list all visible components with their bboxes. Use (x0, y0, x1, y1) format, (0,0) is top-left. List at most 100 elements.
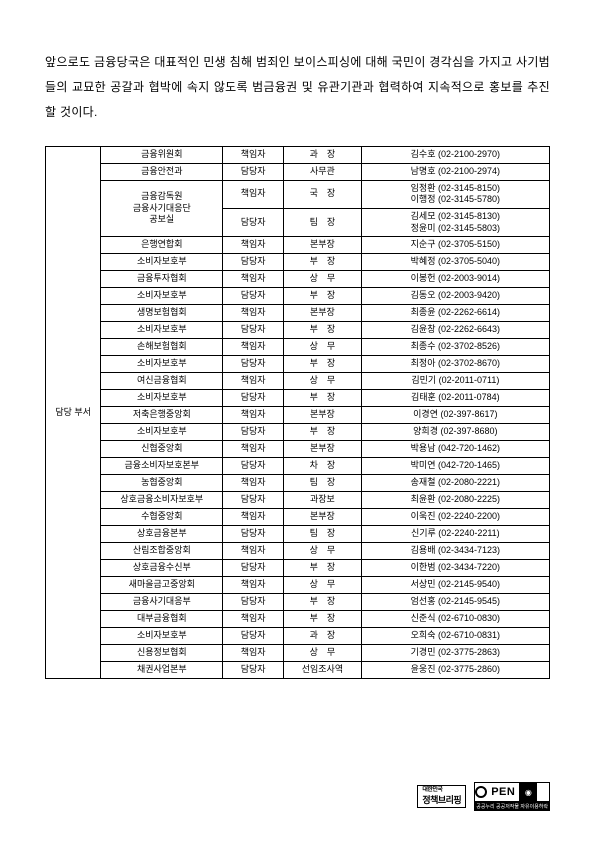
table-row: 금융감독원 금융사기대응단 공보실책임자국 장임정환 (02-3145-8150… (46, 180, 550, 208)
table-row: 농협중앙회책임자팀 장송재철 (02-2080-2221) (46, 475, 550, 492)
org-cell: 상호금융소비자보호부 (101, 492, 223, 509)
contact-cell: 최정아 (02-3702-8670) (361, 356, 549, 373)
org-cell: 소비자보호부 (101, 390, 223, 407)
contact-cell: 이한범 (02-3434-7220) (361, 560, 549, 577)
position-cell: 부 장 (284, 594, 362, 611)
org-cell: 소비자보호부 (101, 288, 223, 305)
contact-cell: 남명호 (02-2100-2974) (361, 163, 549, 180)
position-cell: 팀 장 (284, 526, 362, 543)
contact-cell: 최종수 (02-3702-8526) (361, 339, 549, 356)
table-row: 금융안전과담당자사무관남명호 (02-2100-2974) (46, 163, 550, 180)
table-row: 상호금융소비자보호부담당자과장보최윤환 (02-2080-2225) (46, 492, 550, 509)
position-cell: 선임조사역 (284, 662, 362, 679)
contact-cell: 박용남 (042-720-1462) (361, 441, 549, 458)
org-cell: 소비자보호부 (101, 356, 223, 373)
role-cell: 책임자 (223, 407, 284, 424)
intro-paragraph: 앞으로도 금융당국은 대표적인 민생 침해 범죄인 보이스피싱에 대해 국민이 … (45, 50, 550, 126)
contact-cell: 이욱진 (02-2240-2200) (361, 509, 549, 526)
position-cell: 상 무 (284, 271, 362, 288)
position-cell: 부 장 (284, 560, 362, 577)
org-cell: 신용정보협회 (101, 645, 223, 662)
position-cell: 부 장 (284, 356, 362, 373)
contact-cell: 기경민 (02-3775-2863) (361, 645, 549, 662)
table-row: 금융사기대응부담당자부 장엄선홍 (02-2145-9545) (46, 594, 550, 611)
contact-cell: 신준식 (02-6710-0830) (361, 611, 549, 628)
org-cell: 소비자보호부 (101, 254, 223, 271)
org-cell: 생명보험협회 (101, 305, 223, 322)
dept-label-cell: 담당 부서 (46, 146, 101, 679)
contact-cell: 양희경 (02-397-8680) (361, 424, 549, 441)
contact-cell: 최종윤 (02-2262-6614) (361, 305, 549, 322)
contact-cell: 송재철 (02-2080-2221) (361, 475, 549, 492)
contact-cell: 김세모 (02-3145-8130) 정윤미 (02-3145-5803) (361, 208, 549, 236)
contacts-table: 담당 부서금융위원회책임자과 장김수호 (02-2100-2970)금융안전과담… (45, 146, 550, 680)
role-cell: 책임자 (223, 305, 284, 322)
role-cell: 책임자 (223, 611, 284, 628)
table-row: 소비자보호부담당자부 장김태훈 (02-2011-0784) (46, 390, 550, 407)
contact-cell: 이봉헌 (02-2003-9014) (361, 271, 549, 288)
position-cell: 상 무 (284, 577, 362, 594)
table-row: 소비자보호부담당자부 장박혜정 (02-3705-5040) (46, 254, 550, 271)
open-box-icon: ◉ (519, 782, 537, 802)
role-cell: 책임자 (223, 441, 284, 458)
org-cell: 산림조합중앙회 (101, 543, 223, 560)
role-cell: 담당자 (223, 492, 284, 509)
contact-cell: 최윤환 (02-2080-2225) (361, 492, 549, 509)
table-row: 생명보험협회책임자본부장최종윤 (02-2262-6614) (46, 305, 550, 322)
position-cell: 본부장 (284, 407, 362, 424)
position-cell: 과 장 (284, 628, 362, 645)
table-row: 수협중앙회책임자본부장이욱진 (02-2240-2200) (46, 509, 550, 526)
role-cell: 책임자 (223, 180, 284, 208)
org-cell: 금융소비자보호본부 (101, 458, 223, 475)
position-cell: 부 장 (284, 424, 362, 441)
position-cell: 본부장 (284, 305, 362, 322)
position-cell: 부 장 (284, 611, 362, 628)
contact-cell: 김수호 (02-2100-2970) (361, 146, 549, 163)
org-cell: 금융사기대응부 (101, 594, 223, 611)
role-cell: 책임자 (223, 146, 284, 163)
role-cell: 담당자 (223, 288, 284, 305)
role-cell: 책임자 (223, 577, 284, 594)
role-cell: 담당자 (223, 594, 284, 611)
contact-cell: 김민기 (02-2011-0711) (361, 373, 549, 390)
org-cell: 소비자보호부 (101, 424, 223, 441)
contact-cell: 윤웅진 (02-3775-2860) (361, 662, 549, 679)
org-cell: 여신금융협회 (101, 373, 223, 390)
table-row: 신협중앙회책임자본부장박용남 (042-720-1462) (46, 441, 550, 458)
contact-cell: 이경연 (02-397-8617) (361, 407, 549, 424)
position-cell: 부 장 (284, 322, 362, 339)
position-cell: 본부장 (284, 441, 362, 458)
table-row: 신용정보협회책임자상 무기경민 (02-3775-2863) (46, 645, 550, 662)
role-cell: 담당자 (223, 458, 284, 475)
contact-cell: 서상민 (02-2145-9540) (361, 577, 549, 594)
table-row: 대부금융협회책임자부 장신준식 (02-6710-0830) (46, 611, 550, 628)
org-cell: 소비자보호부 (101, 322, 223, 339)
org-cell: 상호금융수신부 (101, 560, 223, 577)
role-cell: 담당자 (223, 356, 284, 373)
org-cell: 수협중앙회 (101, 509, 223, 526)
position-cell: 본부장 (284, 509, 362, 526)
table-row: 금융소비자보호본부담당자차 장박미연 (042-720-1465) (46, 458, 550, 475)
org-cell: 은행연합회 (101, 237, 223, 254)
role-cell: 책임자 (223, 373, 284, 390)
contact-cell: 김용배 (02-3434-7123) (361, 543, 549, 560)
position-cell: 부 장 (284, 390, 362, 407)
org-cell: 금융투자협회 (101, 271, 223, 288)
position-cell: 팀 장 (284, 475, 362, 492)
table-row: 소비자보호부담당자과 장오희숙 (02-6710-0831) (46, 628, 550, 645)
position-cell: 팀 장 (284, 208, 362, 236)
table-row: 소비자보호부담당자부 장양희경 (02-397-8680) (46, 424, 550, 441)
contact-cell: 오희숙 (02-6710-0831) (361, 628, 549, 645)
table-row: 담당 부서금융위원회책임자과 장김수호 (02-2100-2970) (46, 146, 550, 163)
position-cell: 부 장 (284, 254, 362, 271)
role-cell: 책임자 (223, 543, 284, 560)
role-cell: 책임자 (223, 645, 284, 662)
org-cell: 저축은행중앙회 (101, 407, 223, 424)
table-row: 손해보험협회책임자상 무최종수 (02-3702-8526) (46, 339, 550, 356)
position-cell: 본부장 (284, 237, 362, 254)
table-row: 새마을금고중앙회책임자상 무서상민 (02-2145-9540) (46, 577, 550, 594)
role-cell: 담당자 (223, 662, 284, 679)
contact-cell: 엄선홍 (02-2145-9545) (361, 594, 549, 611)
position-cell: 부 장 (284, 288, 362, 305)
position-cell: 상 무 (284, 373, 362, 390)
